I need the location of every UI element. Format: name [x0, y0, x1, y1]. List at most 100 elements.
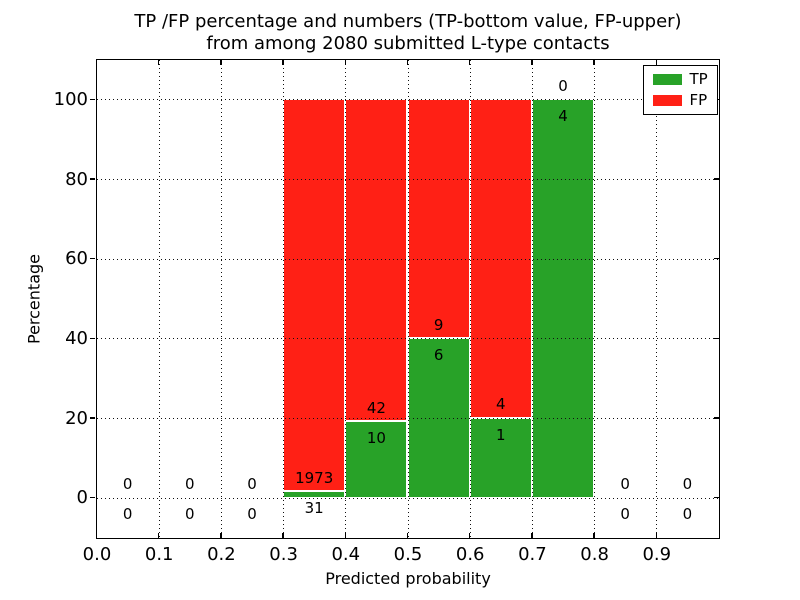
- tp-count-label: 0: [185, 505, 195, 524]
- y-tick-mark: [89, 178, 95, 180]
- y-tick-mark: [89, 257, 95, 260]
- x-tick-mark: [406, 532, 409, 538]
- x-tick-mark-top: [157, 59, 160, 65]
- plot-area: TP FP 0 0 0 0 0 0 1973 31 42 10 9 6 4 1 0 4 0 0 0 0: [89, 58, 720, 539]
- chart-title: TP /FP percentage and numbers (TP-bottom…: [97, 11, 719, 55]
- v-gridline: [345, 59, 347, 538]
- fp-bar-segment: [345, 99, 408, 422]
- tp-count-label: 31: [304, 499, 324, 518]
- x-tick-mark: [655, 532, 658, 538]
- x-tick-mark-top: [344, 59, 347, 65]
- x-tick-label: 0.9: [642, 544, 672, 565]
- x-tick-label: 0.2: [207, 544, 236, 565]
- tp-count-label: 4: [558, 107, 568, 126]
- h-gridline: [96, 497, 719, 499]
- v-gridline: [594, 59, 596, 538]
- x-tick-mark: [531, 532, 533, 538]
- tp-legend-label: TP: [689, 69, 708, 88]
- tp-legend-swatch-icon: [652, 73, 682, 85]
- v-gridline: [158, 59, 160, 538]
- y-tick-label: 80: [65, 168, 88, 190]
- x-tick-label: 0.1: [144, 544, 174, 565]
- x-tick-label: 0.3: [269, 544, 298, 565]
- y-tick-label: 60: [65, 248, 88, 270]
- h-gridline: [96, 99, 719, 101]
- y-tick-mark-right: [713, 417, 719, 419]
- x-tick-mark-top: [655, 59, 658, 65]
- h-gridline: [96, 338, 719, 340]
- y-tick-mark-right: [713, 337, 719, 340]
- fp-bar-segment: [283, 99, 346, 492]
- chart-title-line1: TP /FP percentage and numbers (TP-bottom…: [134, 11, 682, 32]
- y-tick-label: 20: [65, 407, 88, 429]
- fp-count-label: 0: [247, 475, 257, 494]
- x-tick-mark: [282, 532, 284, 538]
- fp-count-label: 4: [496, 395, 506, 414]
- x-tick-label: 0.0: [82, 544, 112, 565]
- x-tick-label: 0.6: [455, 544, 485, 565]
- tp-count-label: 0: [247, 505, 257, 524]
- v-gridline: [407, 59, 409, 538]
- x-tick-mark-top: [95, 59, 98, 65]
- tp-count-label: 0: [122, 505, 133, 524]
- x-tick-mark-top: [468, 59, 471, 65]
- y-tick-label: 100: [53, 88, 88, 110]
- y-tick-label: 40: [65, 327, 88, 349]
- x-tick-mark: [95, 532, 98, 538]
- fp-legend-swatch-icon: [652, 94, 682, 106]
- v-gridline: [469, 59, 471, 538]
- v-gridline: [220, 59, 222, 538]
- x-tick-mark: [468, 532, 471, 538]
- fp-count-label: 42: [366, 398, 386, 417]
- x-tick-mark-top: [593, 59, 595, 65]
- x-tick-label: 0.8: [580, 544, 609, 565]
- v-gridline: [531, 59, 533, 538]
- y-tick-mark: [89, 98, 95, 101]
- y-tick-mark-right: [713, 496, 719, 499]
- h-gridline: [96, 258, 719, 260]
- y-tick-mark: [89, 496, 95, 499]
- legend: TP FP: [642, 64, 718, 115]
- y-tick-mark: [89, 337, 95, 340]
- fp-count-label: 0: [558, 76, 568, 95]
- fp-count-label: 0: [185, 475, 195, 494]
- x-tick-label: 0.4: [331, 544, 361, 565]
- y-tick-mark-right: [713, 257, 719, 260]
- x-tick-mark-top: [282, 59, 284, 65]
- fp-count-label: 9: [433, 315, 444, 334]
- chart-title-line2: from among 2080 submitted L-type contact…: [206, 33, 610, 54]
- fp-count-label: 0: [620, 475, 630, 494]
- tp-count-label: 0: [682, 505, 693, 524]
- legend-item-tp: TP: [652, 69, 708, 88]
- x-tick-mark: [593, 532, 595, 538]
- tp-count-label: 6: [433, 346, 444, 365]
- tp-bar-segment: [345, 421, 408, 498]
- fp-count-label: 0: [122, 475, 133, 494]
- v-gridline: [656, 59, 658, 538]
- x-tick-mark-top: [406, 59, 409, 65]
- tp-count-label: 10: [366, 428, 386, 447]
- tp-count-label: 1: [496, 425, 506, 444]
- fp-legend-label: FP: [689, 90, 708, 109]
- x-tick-mark: [157, 532, 160, 538]
- x-tick-mark-top: [531, 59, 533, 65]
- legend-item-fp: FP: [652, 90, 708, 109]
- tp-count-label: 0: [620, 505, 630, 524]
- v-gridline: [283, 59, 285, 538]
- h-gridline: [96, 418, 719, 419]
- x-tick-mark-top: [220, 59, 222, 65]
- x-axis-label: Predicted probability: [325, 569, 491, 588]
- fp-count-label: 0: [682, 475, 693, 494]
- fp-bar-segment: [407, 99, 470, 339]
- tp-bar-segment: [531, 99, 595, 498]
- fp-count-label: 1973: [295, 468, 334, 487]
- y-tick-mark-right: [713, 178, 719, 180]
- h-gridline: [96, 179, 719, 180]
- x-tick-label: 0.5: [393, 544, 423, 565]
- x-tick-label: 0.7: [518, 544, 547, 565]
- x-tick-mark: [344, 532, 347, 538]
- y-tick-mark: [89, 417, 95, 419]
- x-tick-mark: [220, 532, 222, 538]
- y-tick-label: 0: [76, 487, 88, 509]
